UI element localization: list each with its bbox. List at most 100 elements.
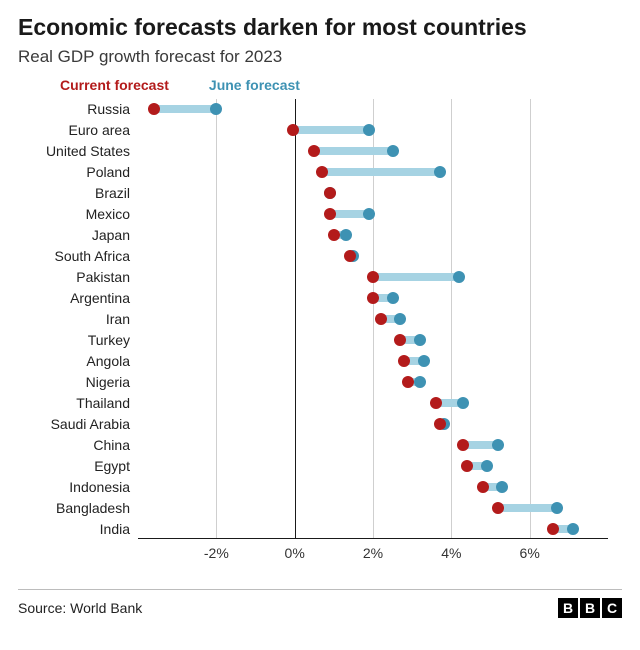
connector-bar	[498, 504, 557, 512]
legend-current: Current forecast	[60, 77, 169, 93]
connector-bar	[314, 147, 392, 155]
current-dot	[375, 313, 387, 325]
plot-area: -2%0%2%4%6%RussiaEuro areaUnited StatesP…	[138, 99, 608, 539]
june-dot	[457, 397, 469, 409]
june-dot	[340, 229, 352, 241]
country-label: Russia	[18, 99, 130, 119]
data-row: Iran	[138, 309, 608, 329]
bbc-logo-letter: C	[602, 598, 622, 618]
country-label: Indonesia	[18, 477, 130, 497]
current-dot	[344, 250, 356, 262]
data-row: India	[138, 519, 608, 539]
current-dot	[434, 418, 446, 430]
june-dot	[394, 313, 406, 325]
country-label: Euro area	[18, 120, 130, 140]
x-axis-tick-label: 0%	[285, 545, 305, 561]
june-dot	[414, 334, 426, 346]
data-row: Pakistan	[138, 267, 608, 287]
data-row: Turkey	[138, 330, 608, 350]
chart-container: Economic forecasts darken for most count…	[0, 0, 640, 628]
country-label: China	[18, 435, 130, 455]
bbc-logo-letter: B	[580, 598, 600, 618]
country-label: Thailand	[18, 393, 130, 413]
june-dot	[387, 292, 399, 304]
connector-bar	[154, 105, 217, 113]
current-dot	[547, 523, 559, 535]
current-dot	[367, 271, 379, 283]
current-dot	[477, 481, 489, 493]
data-row: United States	[138, 141, 608, 161]
chart-area: -2%0%2%4%6%RussiaEuro areaUnited StatesP…	[18, 95, 622, 585]
june-dot	[551, 502, 563, 514]
current-dot	[430, 397, 442, 409]
country-label: United States	[18, 141, 130, 161]
country-label: South Africa	[18, 246, 130, 266]
country-label: Pakistan	[18, 267, 130, 287]
country-label: Mexico	[18, 204, 130, 224]
country-label: Angola	[18, 351, 130, 371]
bbc-logo-letter: B	[558, 598, 578, 618]
country-label: Turkey	[18, 330, 130, 350]
data-row: Egypt	[138, 456, 608, 476]
current-dot	[492, 502, 504, 514]
data-row: Indonesia	[138, 477, 608, 497]
current-dot	[308, 145, 320, 157]
june-dot	[492, 439, 504, 451]
current-dot	[324, 187, 336, 199]
country-label: Nigeria	[18, 372, 130, 392]
june-dot	[434, 166, 446, 178]
current-dot	[148, 103, 160, 115]
data-row: Euro area	[138, 120, 608, 140]
current-dot	[367, 292, 379, 304]
source-text: Source: World Bank	[18, 600, 142, 616]
data-row: Bangladesh	[138, 498, 608, 518]
june-dot	[481, 460, 493, 472]
june-dot	[363, 208, 375, 220]
footer: Source: World Bank B B C	[18, 589, 622, 618]
june-dot	[387, 145, 399, 157]
current-dot	[394, 334, 406, 346]
chart-subtitle: Real GDP growth forecast for 2023	[18, 47, 622, 67]
country-label: Japan	[18, 225, 130, 245]
current-dot	[324, 208, 336, 220]
june-dot	[418, 355, 430, 367]
data-row: Brazil	[138, 183, 608, 203]
data-row: Thailand	[138, 393, 608, 413]
data-row: Japan	[138, 225, 608, 245]
june-dot	[453, 271, 465, 283]
x-axis-tick-label: 2%	[363, 545, 383, 561]
june-dot	[496, 481, 508, 493]
data-row: Saudi Arabia	[138, 414, 608, 434]
connector-bar	[373, 273, 459, 281]
june-dot	[210, 103, 222, 115]
country-label: India	[18, 519, 130, 539]
data-row: Nigeria	[138, 372, 608, 392]
connector-bar	[293, 126, 369, 134]
data-row: Russia	[138, 99, 608, 119]
x-axis-tick-label: -2%	[204, 545, 229, 561]
current-dot	[328, 229, 340, 241]
country-label: Argentina	[18, 288, 130, 308]
current-dot	[287, 124, 299, 136]
country-label: Iran	[18, 309, 130, 329]
country-label: Egypt	[18, 456, 130, 476]
country-label: Brazil	[18, 183, 130, 203]
current-dot	[461, 460, 473, 472]
june-dot	[363, 124, 375, 136]
legend: Current forecast June forecast	[60, 77, 622, 93]
chart-title: Economic forecasts darken for most count…	[18, 14, 622, 41]
x-axis-tick-label: 4%	[441, 545, 461, 561]
current-dot	[398, 355, 410, 367]
june-dot	[414, 376, 426, 388]
current-dot	[402, 376, 414, 388]
data-row: South Africa	[138, 246, 608, 266]
country-label: Bangladesh	[18, 498, 130, 518]
data-row: Mexico	[138, 204, 608, 224]
current-dot	[316, 166, 328, 178]
data-row: Angola	[138, 351, 608, 371]
country-label: Poland	[18, 162, 130, 182]
bbc-logo: B B C	[558, 598, 622, 618]
data-row: Argentina	[138, 288, 608, 308]
x-axis-tick-label: 6%	[520, 545, 540, 561]
connector-bar	[322, 168, 440, 176]
